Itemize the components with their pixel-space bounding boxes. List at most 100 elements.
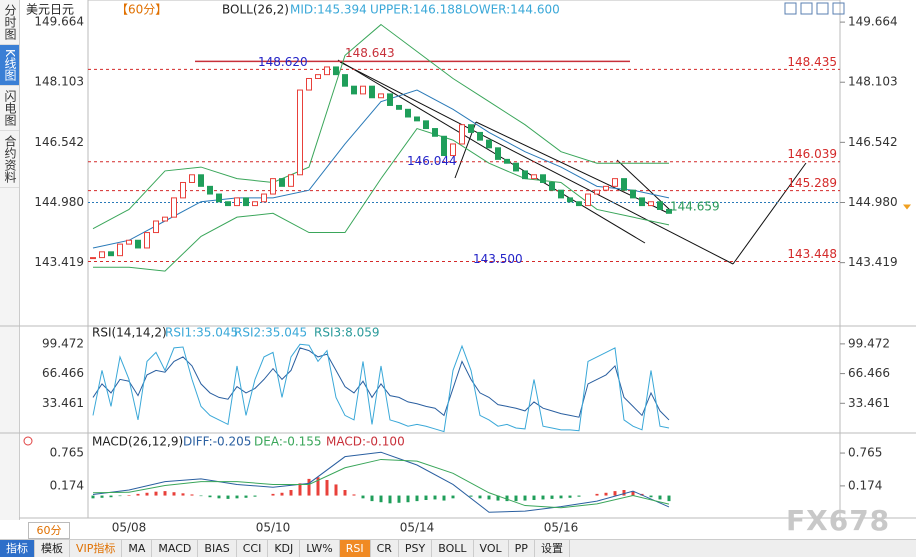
side-tab[interactable]: 合约资料	[0, 131, 19, 188]
candle	[351, 85, 357, 95]
toolbar-button[interactable]: CR	[371, 540, 399, 557]
candle	[126, 239, 132, 245]
y-tick-label: 0.174	[50, 478, 84, 492]
candle	[630, 189, 636, 199]
candle	[513, 162, 519, 172]
candle	[549, 181, 555, 191]
candle	[189, 174, 195, 183]
candle	[162, 216, 168, 222]
candle	[432, 128, 438, 137]
y-tick-label: 99.472	[42, 336, 84, 350]
candle	[540, 174, 546, 183]
toolbar-button[interactable]: PSY	[399, 540, 433, 557]
toolbar-button[interactable]: MACD	[152, 540, 199, 557]
boll-line	[92, 23, 669, 230]
y-tick-label: 0.174	[848, 478, 882, 492]
macd-line	[92, 451, 670, 513]
candle	[90, 257, 96, 260]
candle	[396, 104, 402, 110]
toolbar-button[interactable]: BIAS	[198, 540, 237, 557]
settings-icon[interactable]	[23, 436, 33, 446]
toolbar-button[interactable]: VIP指标	[70, 540, 123, 557]
candle	[450, 143, 456, 157]
toolbar-button[interactable]: VOL	[474, 540, 509, 557]
annotation: 148.620	[258, 55, 308, 69]
annotation: 146.044	[407, 154, 457, 168]
legend-entry: DEA:-0.155	[254, 435, 322, 449]
header-text: LOWER:144.600	[463, 3, 560, 17]
toolbar-button[interactable]: CCI	[237, 540, 269, 557]
candle	[270, 178, 276, 195]
toolbar-button[interactable]: 模板	[35, 540, 70, 557]
toolbar-button[interactable]: LW%	[300, 540, 340, 557]
candle	[639, 197, 645, 207]
y-tick-label: 149.664	[34, 15, 84, 29]
candle	[414, 116, 420, 122]
period-button[interactable]: 60分	[28, 522, 70, 539]
y-tick-label: 33.461	[848, 396, 890, 410]
header-icons[interactable]	[784, 2, 845, 15]
header-text: BOLL(26,2)	[222, 3, 289, 17]
candle	[369, 85, 375, 99]
candle	[531, 174, 537, 180]
candle	[459, 124, 465, 145]
candle	[171, 197, 177, 218]
toolbar-button[interactable]: RSI	[339, 540, 371, 557]
pane-title: RSI(14,14,2)	[92, 326, 167, 340]
candle	[207, 185, 213, 195]
side-tab[interactable]: 分时图	[0, 0, 19, 45]
toolbar-button[interactable]: PP	[509, 540, 535, 557]
boll-line	[93, 127, 670, 272]
y-tick-label: 33.461	[42, 396, 84, 410]
y-tick-label: 99.472	[848, 336, 890, 350]
candle	[324, 66, 330, 76]
toolbar-button[interactable]: 设置	[535, 540, 570, 557]
legend-entry: RSI1:35.045	[165, 326, 238, 340]
y-tick-label: 66.466	[848, 366, 890, 380]
candle	[603, 185, 609, 191]
candle	[441, 135, 447, 157]
candle	[621, 178, 627, 191]
x-tick-label: 05/14	[400, 521, 435, 535]
y-tick-label: 146.542	[848, 135, 898, 149]
chart: 美元日元 【60分】 BOLL(26,2) MID:145.394 UPPER:146.…	[0, 0, 916, 535]
rsi-line	[92, 347, 670, 421]
candle	[243, 197, 249, 207]
pane-title: MACD(26,12,9)	[92, 435, 183, 449]
candle	[297, 89, 303, 176]
x-tick-label: 05/10	[256, 521, 291, 535]
candle	[342, 74, 348, 87]
candle	[261, 193, 267, 203]
candle	[387, 93, 393, 106]
candle	[585, 193, 591, 207]
header-text: MID:145.394	[290, 3, 367, 17]
candle	[135, 239, 141, 249]
legend-entry: DIFF:-0.205	[183, 435, 251, 449]
candle	[504, 158, 510, 164]
candle	[567, 197, 573, 203]
toolbar-button[interactable]: MA	[122, 540, 153, 557]
candle	[99, 251, 105, 259]
toolbar-button[interactable]: KDJ	[268, 540, 301, 557]
y-tick-label: 146.542	[34, 135, 84, 149]
header-text: UPPER:146.188	[370, 3, 462, 17]
side-tab[interactable]: 闪电图	[0, 86, 19, 131]
header-text: 【60分】	[116, 3, 167, 17]
candle	[486, 139, 492, 149]
candle	[252, 201, 258, 207]
candle	[405, 108, 411, 118]
toolbar-button[interactable]: BOLL	[432, 540, 474, 557]
toolbar-button[interactable]: 指标	[0, 540, 35, 557]
macd-line	[92, 458, 670, 509]
candle	[108, 251, 114, 257]
y-tick-label: 144.980	[34, 195, 84, 209]
toolbar: 指标 模板 VIP指标 MA MACD BIAS CCI KDJ LW% RSI CR PSY BOLL…	[0, 539, 916, 557]
y-tick-label: 143.419	[34, 255, 84, 269]
side-tab[interactable]: K线图	[0, 45, 19, 86]
header-text: 美元日元	[26, 3, 74, 17]
y-tick-label: 66.466	[42, 366, 84, 380]
legend-entry: RSI3:8.059	[314, 326, 380, 340]
annotation: 143.500	[473, 252, 523, 266]
candle	[468, 124, 474, 133]
candle	[657, 201, 663, 210]
